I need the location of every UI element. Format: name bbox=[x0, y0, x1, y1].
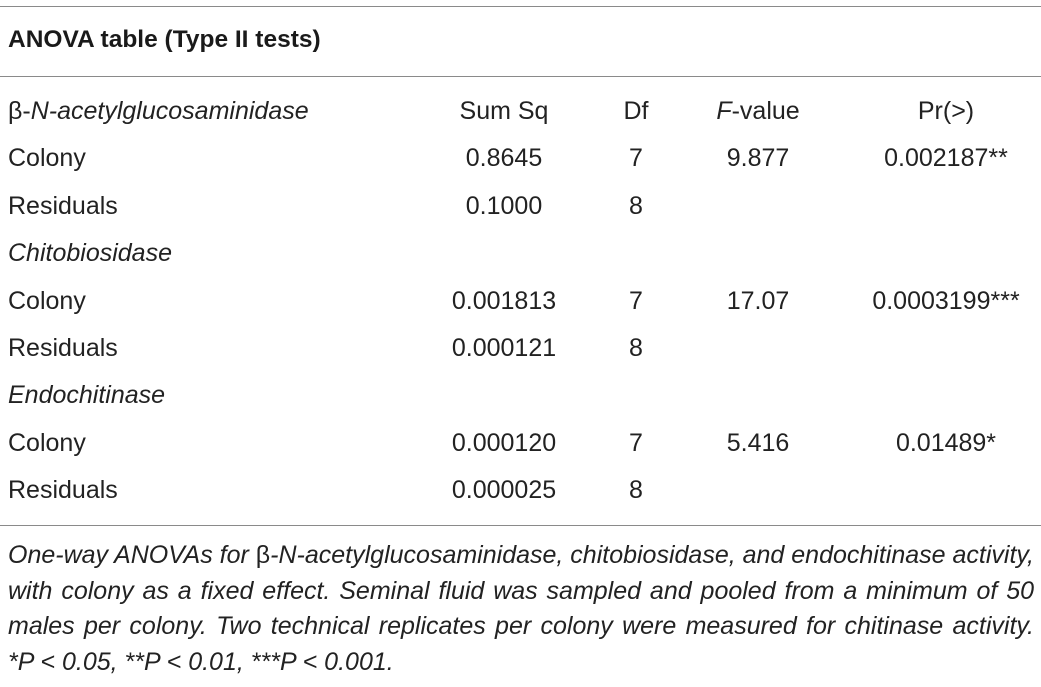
table-title: ANOVA table (Type II tests) bbox=[8, 26, 321, 53]
row-f-value: 17.07 bbox=[726, 286, 790, 315]
row-sum-sq: 0.8645 bbox=[465, 144, 543, 173]
table-row: Colony 0.000120 7 5.416 0.01489* bbox=[0, 421, 1041, 468]
row-df: 7 bbox=[629, 286, 643, 315]
row-label: Residuals bbox=[8, 191, 118, 220]
row-sum-sq: 0.000121 bbox=[451, 333, 557, 362]
row-sum-sq: 0.1000 bbox=[465, 191, 543, 220]
row-df: 7 bbox=[629, 144, 643, 173]
section-heading-row: Chitobiosidase bbox=[0, 231, 1041, 278]
row-df: 8 bbox=[629, 333, 643, 362]
footnote-beta-symbol: β bbox=[255, 541, 271, 569]
row-sum-sq: 0.000120 bbox=[451, 428, 557, 457]
footnote-body: -N-acetylglucosaminidase, chitobiosidase… bbox=[8, 541, 1035, 676]
row-label: Residuals bbox=[8, 333, 118, 362]
section-heading: Endochitinase bbox=[8, 381, 166, 410]
row-label: Colony bbox=[8, 428, 86, 457]
row-label: Colony bbox=[8, 144, 86, 173]
row-p-value: 0.0003199*** bbox=[872, 286, 1020, 315]
row-p-value: 0.002187** bbox=[884, 144, 1008, 173]
header-row: β-N-acetylglucosaminidase Sum Sq Df F-va… bbox=[0, 89, 1041, 136]
table-row: Colony 0.001813 7 17.07 0.0003199*** bbox=[0, 279, 1041, 326]
header-sum-sq: Sum Sq bbox=[459, 97, 549, 125]
row-label: Colony bbox=[8, 286, 86, 315]
table-row: Residuals 0.000025 8 bbox=[0, 468, 1041, 515]
header-enzyme-prefix: β- bbox=[8, 97, 31, 125]
table-top-rule bbox=[0, 6, 1041, 7]
table-footnote: One-way ANOVAs for β-N-acetylglucosamini… bbox=[8, 538, 1034, 680]
table-bottom-rule bbox=[0, 525, 1041, 526]
table-row: Residuals 0.1000 8 bbox=[0, 184, 1041, 231]
row-df: 8 bbox=[629, 191, 643, 220]
row-df: 7 bbox=[629, 428, 643, 457]
anova-table: β-N-acetylglucosaminidase Sum Sq Df F-va… bbox=[0, 89, 1041, 516]
header-enzyme-label: β-N-acetylglucosaminidase bbox=[8, 96, 309, 126]
header-f-suffix: -value bbox=[731, 97, 800, 125]
header-f-letter: F bbox=[716, 97, 732, 125]
row-f-value: 5.416 bbox=[726, 428, 790, 457]
row-f-value: 9.877 bbox=[726, 144, 790, 173]
section-heading-row: Endochitinase bbox=[0, 373, 1041, 420]
table-row: Colony 0.8645 7 9.877 0.002187** bbox=[0, 136, 1041, 183]
header-f-value: F-value bbox=[658, 96, 858, 126]
row-p-value: 0.01489* bbox=[895, 428, 997, 457]
row-df: 8 bbox=[629, 476, 643, 505]
header-df: Df bbox=[623, 97, 649, 125]
row-label: Residuals bbox=[8, 476, 118, 505]
header-p-value: Pr(>) bbox=[917, 97, 975, 125]
footnote-intro: One-way ANOVAs for bbox=[8, 541, 256, 569]
row-sum-sq: 0.001813 bbox=[451, 286, 557, 315]
row-sum-sq: 0.000025 bbox=[451, 476, 557, 505]
section-heading: Chitobiosidase bbox=[8, 239, 172, 268]
table-row: Residuals 0.000121 8 bbox=[0, 326, 1041, 373]
title-divider-rule bbox=[0, 76, 1041, 77]
header-enzyme-name: N-acetylglucosaminidase bbox=[30, 97, 309, 125]
